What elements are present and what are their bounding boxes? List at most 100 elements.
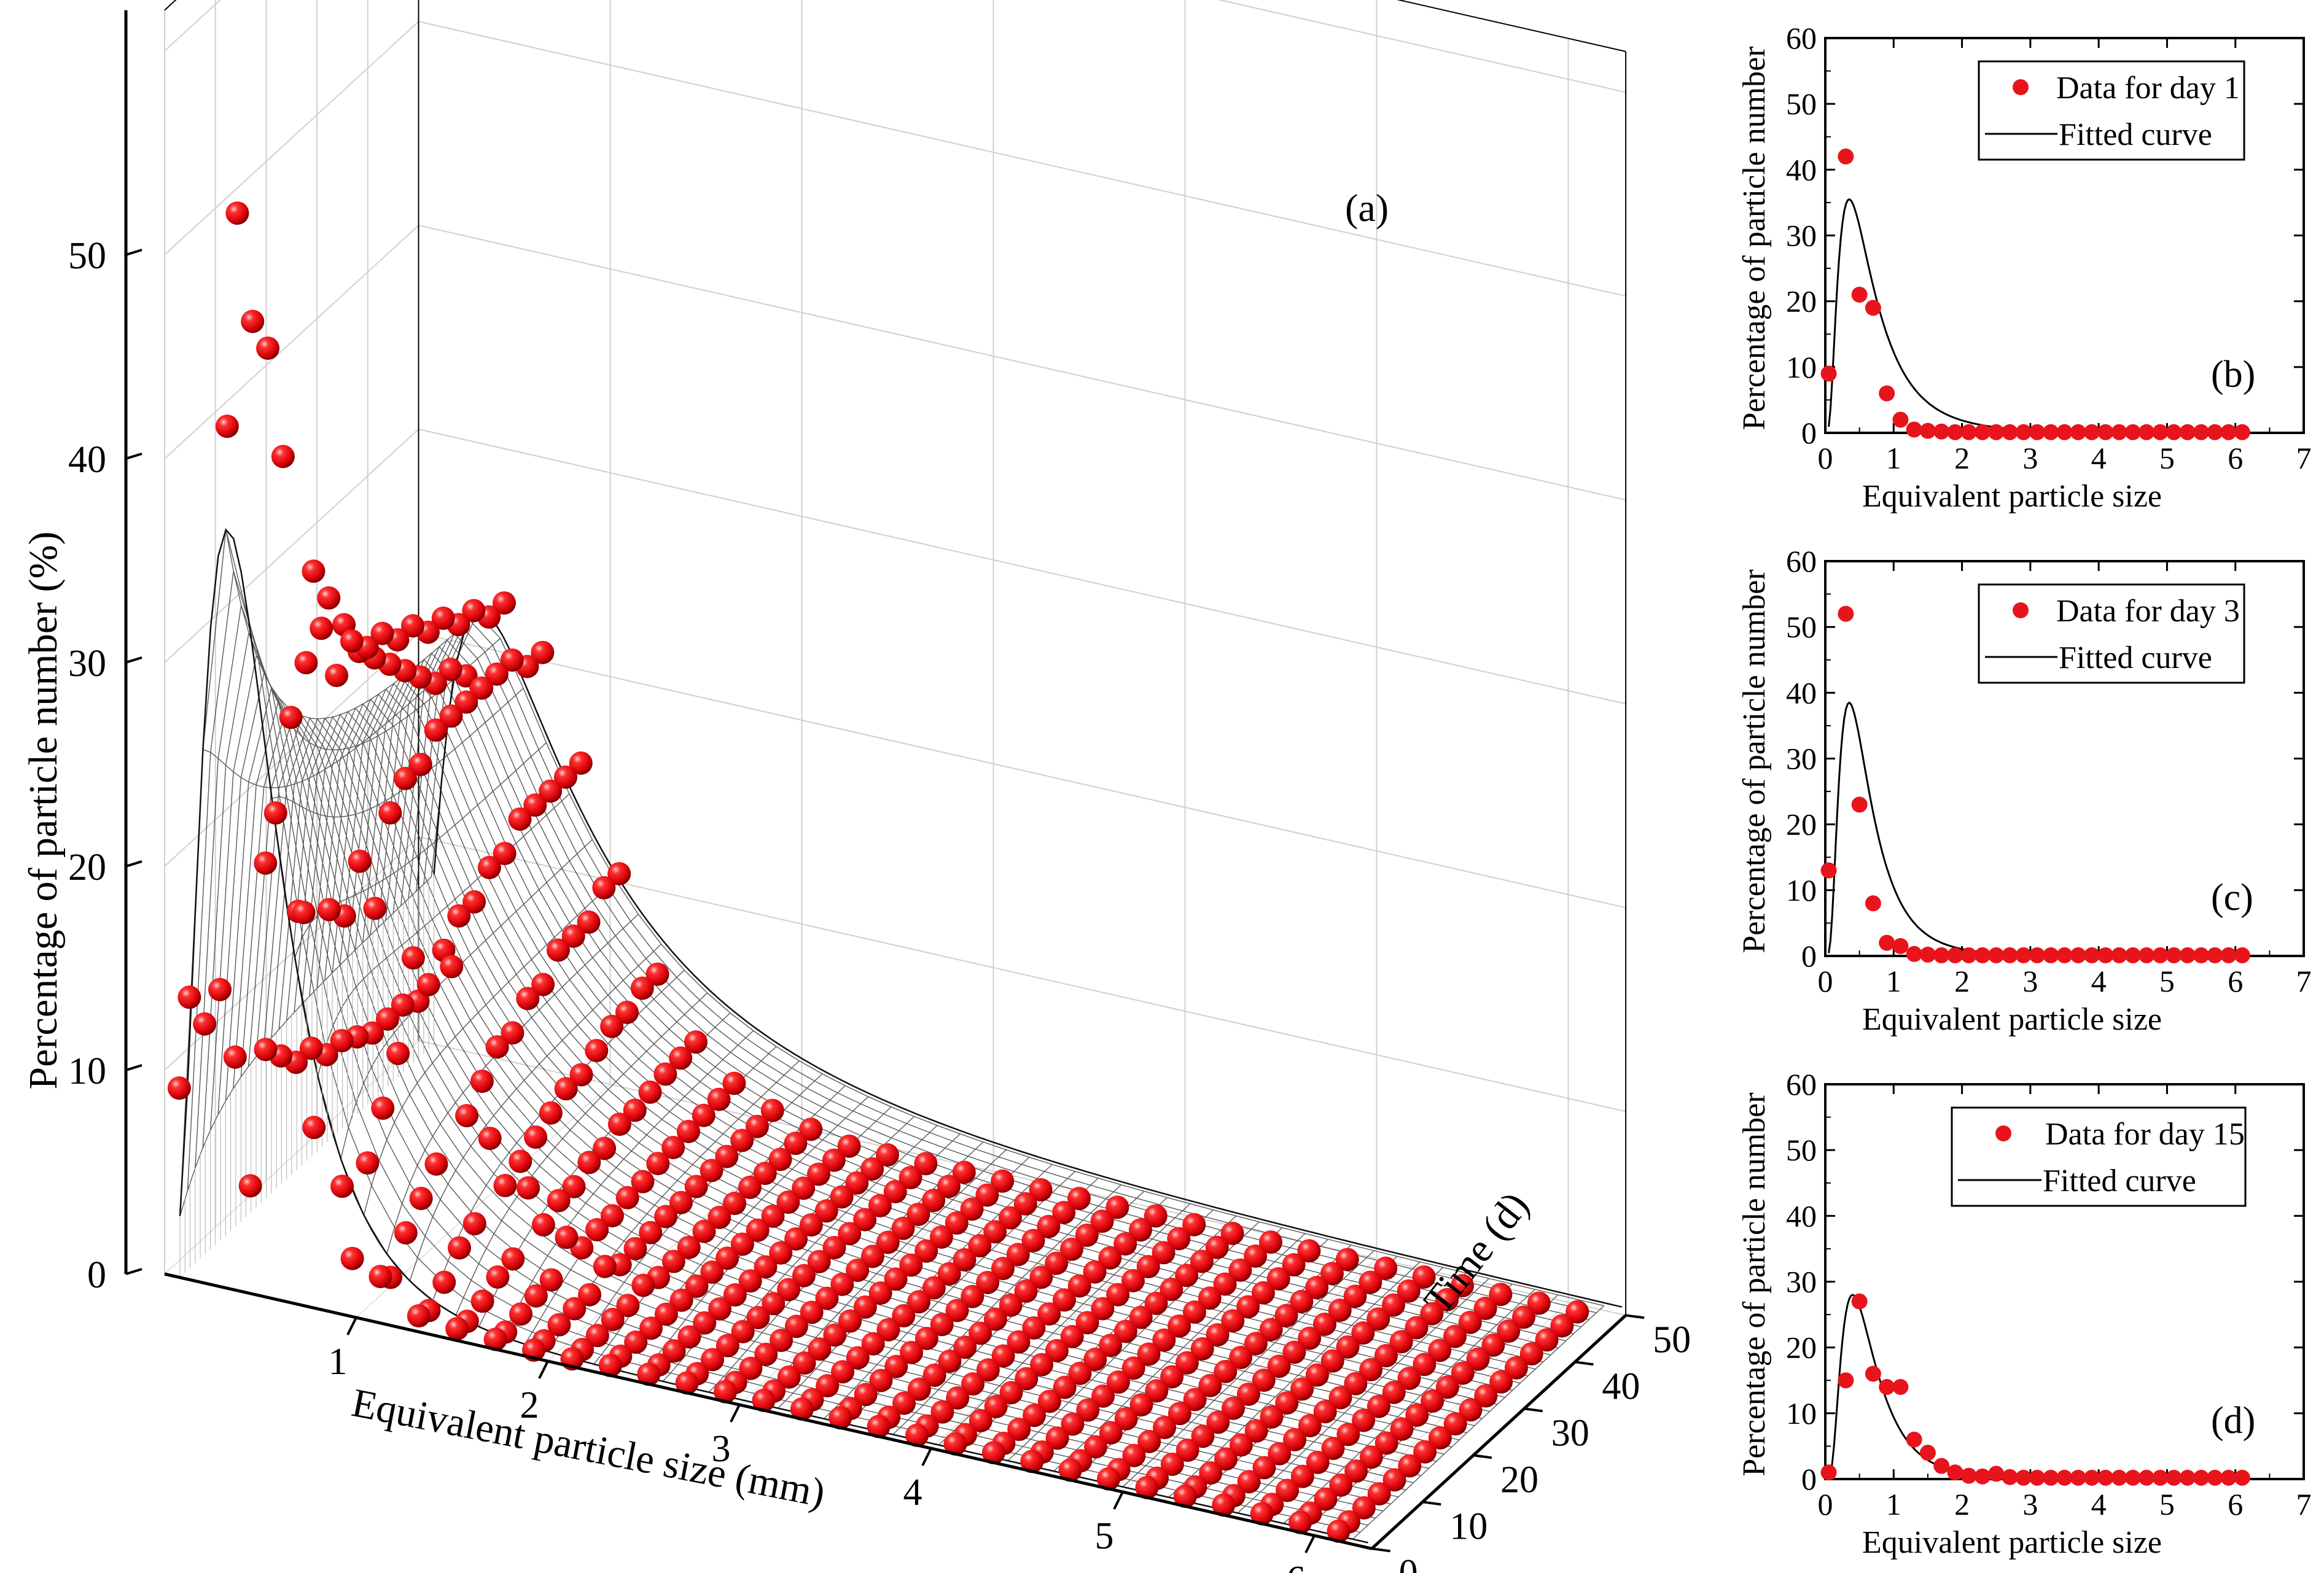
panel-a-data-point <box>1053 1375 1077 1399</box>
panel-a-data-point <box>325 664 349 688</box>
panel-b-x-tick-label: 0 <box>1818 441 1833 475</box>
panel-a-data-point <box>983 1220 1007 1244</box>
panel-a-data-points <box>167 201 1589 1543</box>
panel-c-data-point <box>2015 947 2032 963</box>
panel-c-data-point <box>2043 947 2059 963</box>
panel-a-data-point <box>929 1225 953 1249</box>
panel-a-x-tick-label: 2 <box>520 1385 539 1426</box>
panel-a-data-point <box>1412 1265 1436 1289</box>
panel-a-data-point <box>470 1070 494 1093</box>
panel-c-y-axis-title: Percentage of particle number <box>1737 569 1772 953</box>
panel-a-data-point <box>1206 1323 1230 1347</box>
panel-a-data-point <box>593 1136 617 1160</box>
panel-a-data-point <box>639 1221 663 1245</box>
panel-a-data-point <box>914 1327 938 1351</box>
panel-d-data-point <box>2139 1469 2155 1486</box>
panel-a-data-point <box>408 753 432 777</box>
panel-a-data-point <box>937 1262 961 1286</box>
panel-a-data-point <box>1021 1229 1045 1253</box>
panel-a-data-point <box>784 1132 808 1155</box>
panel-a-data-point <box>708 1297 732 1321</box>
panel-a-data-point <box>760 1098 784 1122</box>
panel-b-data-point <box>1820 365 1837 382</box>
panel-a-data-point <box>225 201 249 225</box>
panel-a-data-point <box>378 801 402 825</box>
panel-a-data-point <box>1097 1467 1121 1491</box>
panel-a-data-point <box>1144 1291 1168 1315</box>
panel-c-data-point <box>2234 947 2250 963</box>
panel-b-x-tick-label: 1 <box>1886 441 1901 475</box>
panel-d-data-point <box>1906 1431 1922 1448</box>
panel-a-data-point <box>448 1236 472 1260</box>
panel-a-data-point <box>1220 1221 1244 1245</box>
panel-a-data-point <box>509 1149 532 1173</box>
panel-a-data-point <box>577 1151 601 1175</box>
panel-a-data-point <box>1481 1333 1505 1357</box>
panel-b-data-point <box>2152 424 2169 440</box>
panel-c-data-point <box>1906 946 1922 962</box>
panel-a-data-point <box>884 1267 908 1291</box>
panel-a-data-point <box>569 1063 593 1087</box>
panel-b-data-point <box>2193 424 2210 440</box>
panel-d-data-point <box>2207 1469 2223 1486</box>
panel-d-x-tick-label: 4 <box>2091 1487 2107 1521</box>
panel-d-data-point <box>2111 1469 2127 1486</box>
panel-a-data-point <box>645 962 669 986</box>
panel-a-data-point <box>1252 1456 1276 1480</box>
panel-c-data-point <box>1865 895 1881 912</box>
panel-c-data-points <box>1820 605 2250 963</box>
panel-a-data-point <box>716 1334 739 1357</box>
panel-a-data-point <box>531 1213 555 1237</box>
panel-d-y-tick-label: 60 <box>1786 1067 1817 1101</box>
panel-a-data-point <box>546 938 570 962</box>
panel-c-x-tick-label: 7 <box>2296 964 2312 998</box>
panel-a-data-point <box>861 1332 885 1356</box>
panel-a-data-point <box>1067 1187 1091 1211</box>
panel-a-data-point <box>1329 1473 1353 1497</box>
panel-a-data-point <box>1091 1384 1115 1408</box>
panel-a-data-point <box>792 1264 816 1288</box>
panel-a-data-point <box>1098 1246 1122 1270</box>
panel-a-data-point <box>876 1230 900 1254</box>
panel-a-data-point <box>1344 1372 1368 1396</box>
panel-a-data-point <box>563 1297 587 1321</box>
panel-a-data-point <box>508 807 532 831</box>
panel-a-data-point <box>631 1170 655 1194</box>
panel-a-data-point <box>401 614 425 638</box>
panel-a-data-point <box>238 1174 262 1198</box>
panel-a-data-point <box>1405 1316 1429 1340</box>
panel-a-data-point <box>1106 1370 1130 1394</box>
panel-a-data-point <box>607 1113 631 1136</box>
panel-d-data-point <box>2097 1469 2114 1486</box>
panel-a-data-point <box>907 1202 930 1226</box>
panel-a-data-point <box>945 1211 969 1235</box>
panel-a-data-point <box>738 1269 762 1293</box>
panel-a-data-point <box>1167 1227 1191 1251</box>
panel-a-data-point <box>808 1337 832 1361</box>
panel-a-data-point <box>907 1290 931 1314</box>
panel-a-data-point <box>615 1186 639 1210</box>
panel-a-data-point <box>1367 1307 1390 1331</box>
panel-a-data-point <box>623 1098 647 1122</box>
panel-a-data-point <box>1075 1311 1099 1335</box>
panel-d-day15-plot: 0 1 2 3 4 5 6 7 0 10 20 30 40 50 60 Data for day 15 Fi… <box>1737 1067 2312 1560</box>
panel-a-data-point <box>569 751 593 775</box>
panel-a-data-point <box>1327 1519 1351 1543</box>
panel-b-data-point <box>1892 411 1909 428</box>
panel-a-data-point <box>1099 1421 1123 1445</box>
panel-c-legend-marker <box>2013 602 2029 618</box>
panel-a-data-point <box>1190 1337 1214 1361</box>
panel-a-data-point <box>638 1080 662 1104</box>
panel-a-data-point <box>1489 1370 1513 1394</box>
panel-d-data-point <box>1933 1458 1950 1474</box>
panel-a-data-point <box>1405 1403 1429 1427</box>
panel-a-data-point <box>1198 1286 1222 1310</box>
panel-a-data-point <box>1020 1450 1044 1474</box>
panel-a-data-point <box>553 765 577 789</box>
panel-a-data-point <box>700 1159 723 1183</box>
panel-b-data-point <box>2234 424 2250 440</box>
panel-b-data-point <box>2207 424 2223 440</box>
panel-a-data-point <box>677 1235 701 1259</box>
panel-b-label: (b) <box>2211 354 2255 395</box>
panel-a-z-tick-label: 50 <box>68 235 106 277</box>
